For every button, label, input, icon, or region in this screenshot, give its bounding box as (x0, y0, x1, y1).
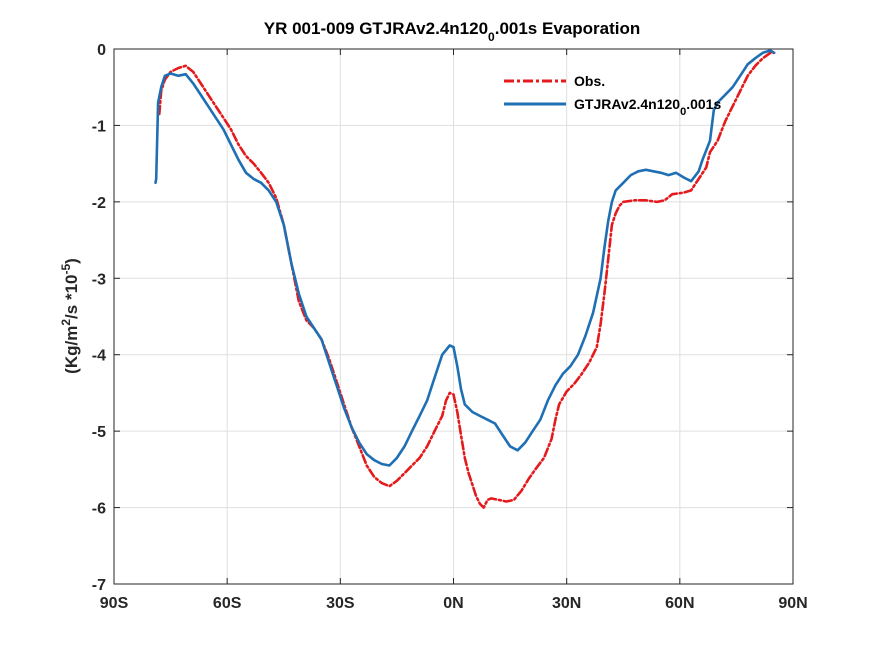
y-tick-label: 0 (97, 42, 106, 59)
legend-label-obs: Obs. (574, 73, 605, 89)
series-lines (154, 49, 776, 509)
x-tick-label: 90S (100, 595, 129, 612)
series-line-obs (158, 51, 776, 509)
y-tick-label: -3 (92, 271, 106, 288)
y-tick-label: -4 (92, 348, 106, 365)
y-tick-labels: -7 -6 -5 -4 -3 -2 -1 0 (92, 42, 106, 594)
y-tick-label: -7 (92, 577, 106, 594)
y-tick-label: -1 (92, 118, 106, 135)
legend: Obs. GTJRAv2.4n1200.001s (504, 73, 721, 118)
y-tick-label: -2 (92, 195, 106, 212)
chart-title: YR 001-009 GTJRAv2.4n1200.001s Evaporati… (264, 19, 640, 44)
y-tick-label: -6 (92, 501, 106, 518)
series-line-model (154, 49, 776, 467)
x-tick-label: 60N (665, 595, 694, 612)
x-tick-label: 30N (552, 595, 581, 612)
y-tick-label: -5 (92, 424, 106, 441)
legend-label-model: GTJRAv2.4n1200.001s (574, 96, 721, 118)
axis-ticks (113, 48, 794, 585)
y-axis-label: (Kg/m2/s *10-5) (59, 258, 81, 374)
x-tick-label: 60S (213, 595, 242, 612)
x-tick-label: 90N (778, 595, 807, 612)
x-tick-label: 0N (443, 595, 463, 612)
x-tick-labels: 90S 60S 30S 0N 30N 60N 90N (100, 595, 808, 612)
x-tick-label: 30S (326, 595, 355, 612)
grid-lines (113, 48, 794, 585)
